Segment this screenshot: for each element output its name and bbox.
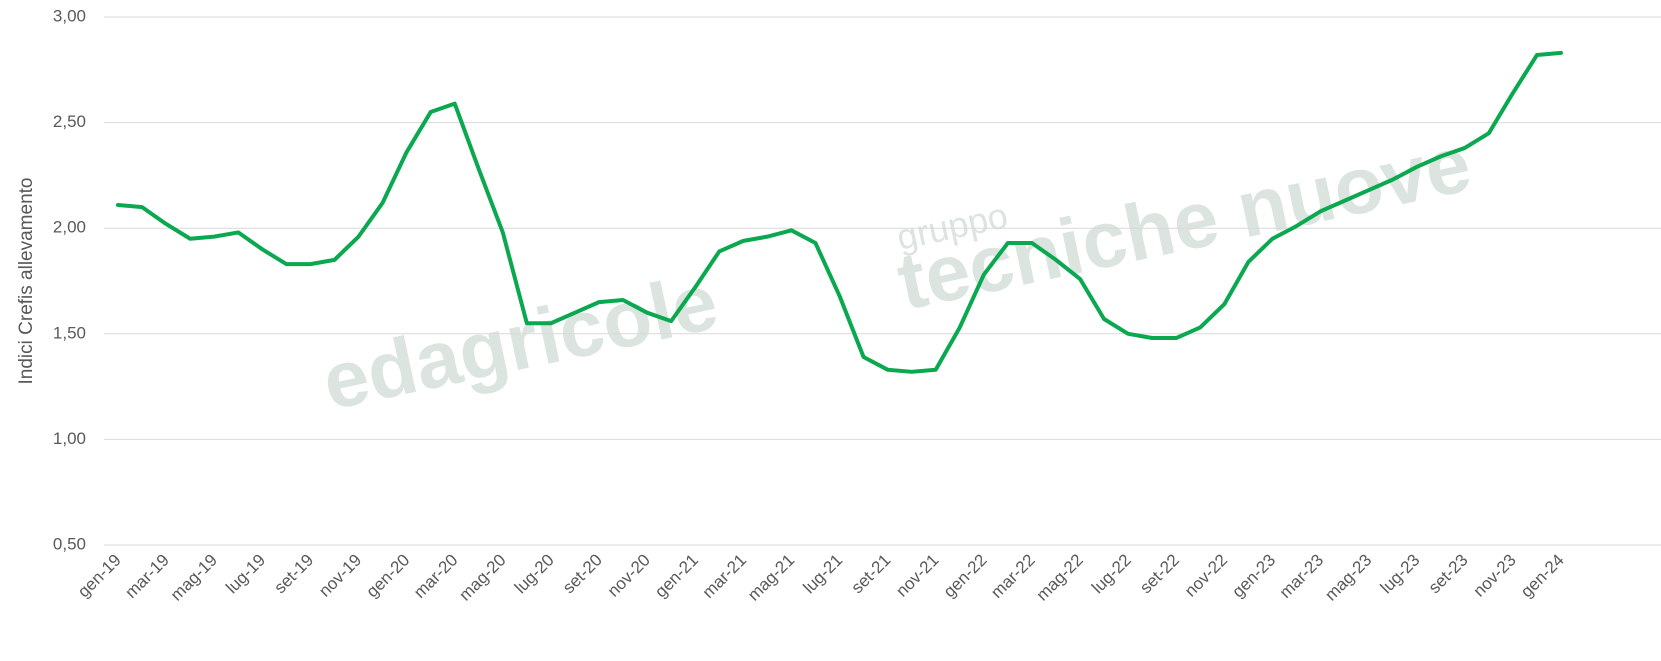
y-tick-label: 1,00 — [53, 429, 86, 448]
data-line — [116, 50, 1563, 374]
x-tick-label: set-23 — [1425, 550, 1472, 597]
x-tick-label: lug-22 — [1088, 550, 1135, 597]
x-tick-label: nov-19 — [315, 550, 365, 600]
x-tick-label: mar-22 — [987, 550, 1039, 602]
x-tick-label: nov-21 — [892, 550, 942, 600]
x-tick-label: mar-20 — [410, 550, 462, 602]
x-tick-label: mag-20 — [455, 550, 509, 604]
y-tick-label: 2,50 — [53, 112, 86, 131]
x-tick-label: lug-23 — [1377, 550, 1424, 597]
y-tick-label: 2,00 — [53, 218, 86, 237]
x-tick-label: lug-19 — [222, 550, 269, 597]
y-tick-label: 3,00 — [53, 6, 86, 25]
x-tick-label: mar-19 — [121, 550, 173, 602]
x-tick-label: mag-21 — [744, 550, 798, 604]
x-tick-label: gen-20 — [363, 550, 414, 601]
x-tick-label: set-20 — [559, 550, 606, 597]
x-tick-label: nov-20 — [604, 550, 654, 600]
x-tick-label: set-21 — [848, 550, 895, 597]
y-tick-label: 1,50 — [53, 323, 86, 342]
watermark: tecniche nuove — [890, 118, 1478, 326]
x-tick-label: lug-21 — [799, 550, 846, 597]
x-tick-label: gen-19 — [74, 550, 125, 601]
watermark: edagricole — [315, 256, 725, 426]
x-tick-label: mag-23 — [1321, 550, 1375, 604]
x-tick-label: set-19 — [270, 550, 317, 597]
x-tick-label: nov-22 — [1181, 550, 1231, 600]
x-tick-label: gen-23 — [1228, 550, 1279, 601]
x-tick-label: mar-21 — [699, 550, 751, 602]
x-tick-label: mag-19 — [167, 550, 221, 604]
x-tick-label: lug-20 — [511, 550, 558, 597]
x-tick-label: set-22 — [1136, 550, 1183, 597]
x-tick-label: mar-23 — [1276, 550, 1328, 602]
y-tick-label: 0,50 — [53, 534, 86, 553]
x-tick-label: nov-23 — [1470, 550, 1520, 600]
y-axis-label: Indici Crefis allevamento — [16, 178, 37, 385]
x-tick-label: gen-24 — [1517, 550, 1568, 601]
x-tick-label: gen-22 — [940, 550, 991, 601]
x-tick-label: gen-21 — [651, 550, 702, 601]
x-tick-label: mag-22 — [1033, 550, 1087, 604]
